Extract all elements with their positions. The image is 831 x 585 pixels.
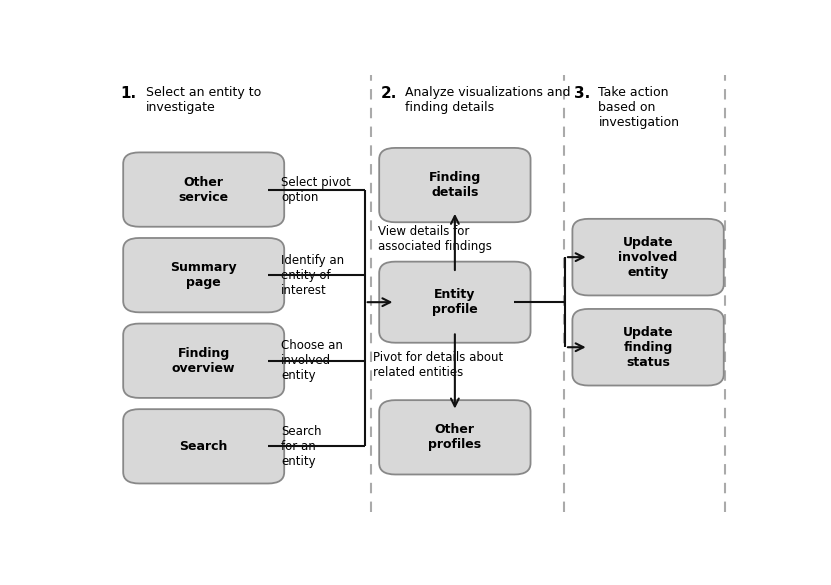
Text: Search
for an
entity: Search for an entity — [281, 425, 322, 468]
FancyBboxPatch shape — [379, 261, 530, 343]
Text: Search: Search — [179, 440, 228, 453]
Text: 1.: 1. — [120, 86, 136, 101]
FancyBboxPatch shape — [573, 219, 724, 295]
Text: Entity
profile: Entity profile — [432, 288, 478, 316]
FancyBboxPatch shape — [379, 148, 530, 222]
FancyBboxPatch shape — [123, 153, 284, 227]
Text: 2.: 2. — [381, 86, 397, 101]
Text: Pivot for details about
related entities: Pivot for details about related entities — [373, 351, 504, 379]
Text: Finding
details: Finding details — [429, 171, 481, 199]
Text: Finding
overview: Finding overview — [172, 347, 235, 375]
Text: Update
finding
status: Update finding status — [622, 326, 673, 369]
Text: Summary
page: Summary page — [170, 261, 237, 289]
Text: Other
profiles: Other profiles — [428, 424, 481, 451]
FancyBboxPatch shape — [123, 324, 284, 398]
Text: 3.: 3. — [574, 86, 590, 101]
FancyBboxPatch shape — [379, 400, 530, 474]
FancyBboxPatch shape — [573, 309, 724, 386]
Text: Select an entity to
investigate: Select an entity to investigate — [145, 86, 261, 114]
Text: Take action
based on
investigation: Take action based on investigation — [598, 86, 680, 129]
FancyBboxPatch shape — [123, 409, 284, 483]
Text: Select pivot
option: Select pivot option — [281, 176, 351, 204]
Text: Analyze visualizations and
finding details: Analyze visualizations and finding detai… — [406, 86, 571, 114]
Text: Update
involved
entity: Update involved entity — [618, 236, 678, 278]
Text: Other
service: Other service — [179, 176, 229, 204]
FancyBboxPatch shape — [123, 238, 284, 312]
Text: Choose an
involved
entity: Choose an involved entity — [281, 339, 343, 382]
Text: View details for
associated findings: View details for associated findings — [377, 225, 491, 253]
Text: Identify an
entity of
interest: Identify an entity of interest — [281, 254, 344, 297]
